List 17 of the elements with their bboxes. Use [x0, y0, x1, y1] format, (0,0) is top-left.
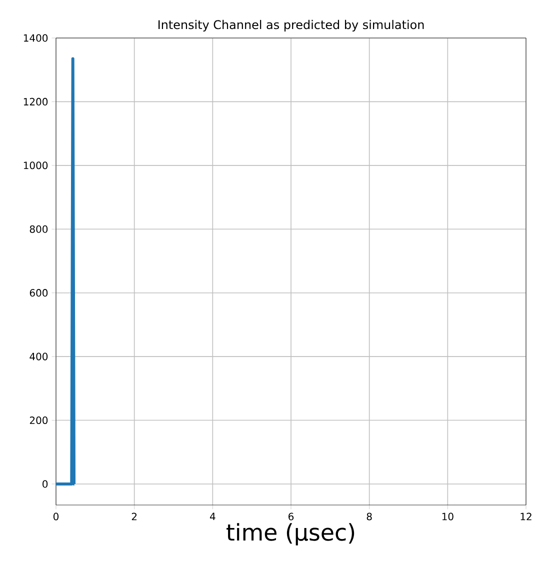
- y-tick-label: 800: [30, 225, 48, 233]
- y-tick-label: 600: [30, 289, 48, 297]
- x-axis-title: time (μsec): [226, 523, 354, 546]
- x-tick-label: 0: [53, 512, 59, 520]
- chart-title: Intensity Channel as predicted by simulation: [158, 20, 424, 32]
- x-tick-label: 10: [442, 512, 454, 520]
- y-tick-label: 200: [30, 416, 48, 424]
- x-tick-label: 8: [366, 512, 372, 520]
- x-tick-label: 12: [520, 512, 532, 520]
- x-tick-label: 2: [132, 512, 137, 520]
- x-tick-label: 4: [210, 512, 216, 520]
- y-tick-label: 0: [42, 480, 48, 488]
- y-tick-label: 400: [30, 352, 48, 360]
- x-tick-label: 6: [288, 512, 294, 520]
- y-tick-label: 1000: [24, 162, 48, 170]
- y-tick-label: 1200: [24, 98, 48, 106]
- y-tick-label: 1400: [24, 34, 48, 42]
